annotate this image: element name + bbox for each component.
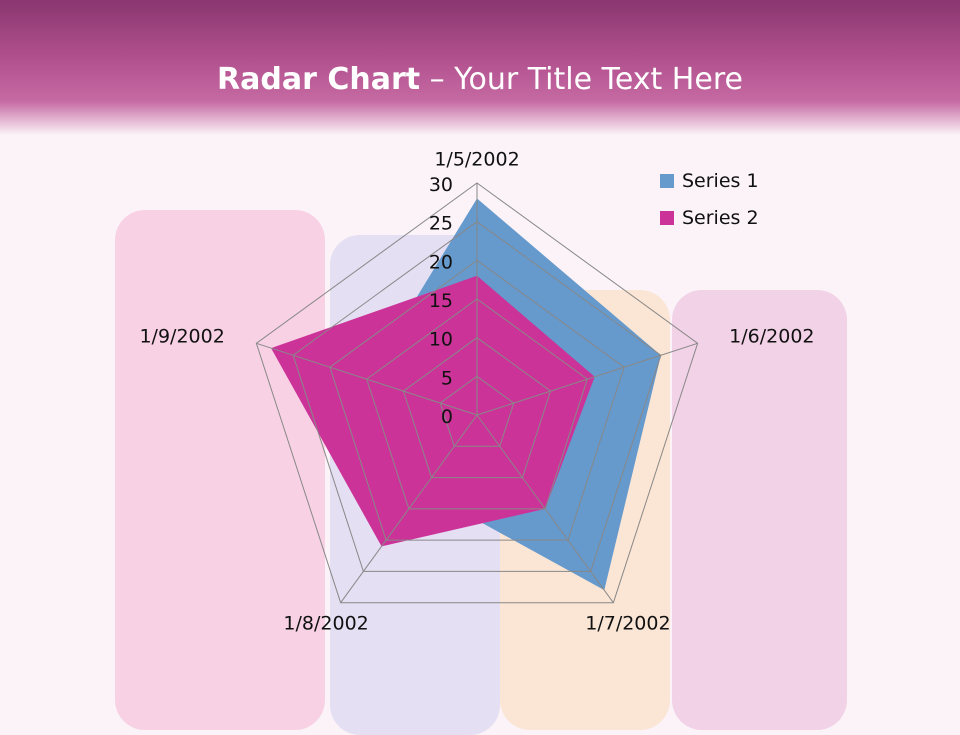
- axis-spoke: [476, 342, 698, 416]
- title-bar: [0, 0, 960, 135]
- radar-chart: 1/5/2002 1/6/2002 1/7/2002 1/8/2002 1/9/2002…: [139, 148, 814, 635]
- legend-swatch-series-1: [660, 173, 674, 188]
- tick-label: 5: [441, 367, 453, 389]
- category-label: 1/6/2002: [729, 326, 814, 348]
- title-rest: – Your Title Text Here: [420, 62, 743, 97]
- tick-label: 15: [429, 290, 453, 312]
- bottle-image-violet: [672, 290, 847, 730]
- series-2-area: [271, 275, 595, 547]
- legend-label: Series 2: [682, 206, 759, 229]
- category-label: 1/8/2002: [283, 613, 368, 635]
- legend-label: Series 1: [682, 169, 759, 192]
- grid-ring: [292, 221, 662, 572]
- legend: Series 1 Series 2: [660, 162, 759, 236]
- slide-title: Radar Chart – Your Title Text Here: [0, 62, 960, 97]
- bottle-image-pink: [115, 210, 325, 730]
- grid-ring: [402, 337, 552, 479]
- tick-label: 30: [429, 174, 453, 196]
- grid-ring: [255, 182, 699, 604]
- axis-spoke: [476, 414, 614, 603]
- legend-item-series-1: Series 1: [660, 162, 759, 199]
- tick-label: 25: [429, 213, 453, 235]
- tick-label: 0: [441, 406, 453, 428]
- legend-swatch-series-2: [660, 210, 674, 225]
- title-bold: Radar Chart: [217, 62, 421, 97]
- grid-ring: [439, 375, 515, 447]
- axis-spoke: [340, 414, 478, 603]
- category-label: 1/7/2002: [585, 613, 670, 635]
- axis-spoke: [256, 342, 478, 416]
- category-label: 1/5/2002: [434, 148, 519, 170]
- tick-label: 10: [429, 329, 453, 351]
- tick-label: 20: [429, 251, 453, 273]
- category-label: 1/9/2002: [139, 326, 224, 348]
- legend-item-series-2: Series 2: [660, 199, 759, 236]
- grid-ring: [366, 298, 588, 510]
- grid-ring: [329, 259, 625, 541]
